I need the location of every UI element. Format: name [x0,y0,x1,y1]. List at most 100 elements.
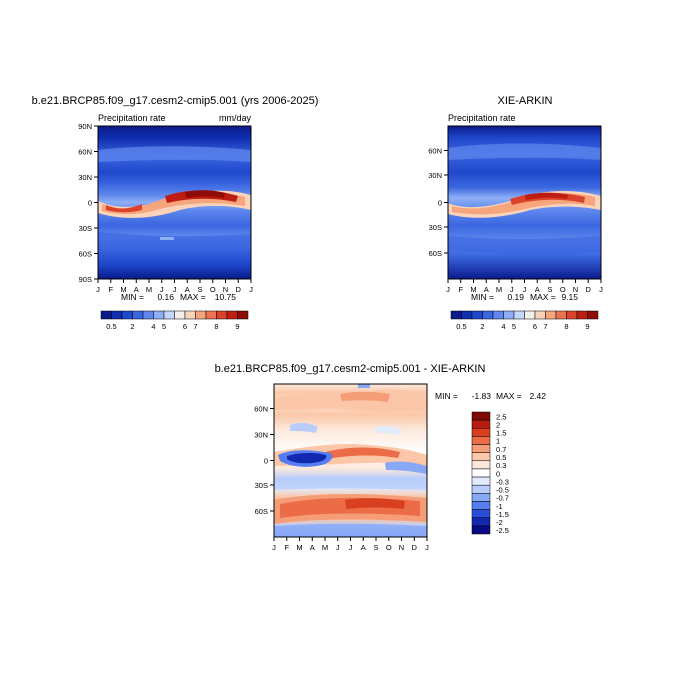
diff-colorbar-swatch [471,460,491,470]
diff-north-warm-b [340,391,390,402]
model-xtick-label: J [160,285,164,294]
obs-xtick-label: N [573,285,578,294]
diff-colorbar-swatch [471,444,491,453]
model-colorbar-label: 7 [193,322,197,331]
obs-xtick-label: F [458,285,463,294]
model-ytick-label: 30S [79,224,92,233]
diff-colorbar-swatch [471,411,491,421]
model-title: b.e21.BRCP85.f09_g17.cesm2-cmip5.001 (yr… [32,95,319,107]
obs-panel: XIE-ARKIN Precipitation rate 60N30N030S6… [428,95,603,331]
model-ytick-label: 30N [78,173,92,182]
diff-title: b.e21.BRCP85.f09_g17.cesm2-cmip5.001 - X… [215,363,486,375]
model-ytick-label: 60S [79,250,92,259]
diff-colorbar-label: 0 [496,469,500,478]
model-colorbar-swatch [163,310,175,320]
diff-colorbar-label: 0.3 [496,461,506,470]
obs-colorbar-swatch [471,310,483,320]
model-colorbar-swatch [226,310,238,320]
diff-xtick-label: M [296,543,302,552]
model-xtick-label: O [210,285,216,294]
diff-eq-warm-core [325,447,400,459]
obs-xtick-label: S [547,285,552,294]
obs-colorbar-swatch [545,310,557,320]
diff-xtick-label: M [322,543,328,552]
diff-xtick-label: F [284,543,289,552]
diff-north-cool [290,422,318,433]
diff-colorbar-label: 0.7 [496,445,506,454]
obs-ytick-label: 30S [429,223,442,232]
obs-colorbar-label: 4 [501,322,505,331]
obs-colorbar-swatch [482,310,494,320]
model-plot-field [98,126,251,279]
model-xtick-label: D [236,285,242,294]
diff-xtick-label: N [399,543,404,552]
model-ytick-label: 60N [78,148,92,157]
diff-colorbar-swatch [471,436,491,445]
model-itcz-core-a [106,204,142,213]
diff-xtick-label: J [349,543,353,552]
obs-colorbar-label: 6 [533,322,537,331]
obs-ytick-label: 60N [428,146,442,155]
obs-xtick-label: J [510,285,514,294]
model-stats: MIN = 0.16 MAX = 10.75 [121,292,236,302]
model-colorbar-swatch [142,310,154,320]
model-xtick-label: A [185,285,190,294]
diff-colorbar-swatch [471,501,491,510]
model-xtick-label: A [134,285,139,294]
diff-colorbar-swatch [471,468,491,478]
obs-colorbar-swatch [587,310,599,320]
model-colorbar-label: 5 [162,322,166,331]
model-colorbar-swatch [205,310,217,320]
obs-plot-field [448,126,601,279]
diff-colorbar-swatch [471,484,491,494]
obs-ytick-label: 60S [429,249,442,258]
diff-colorbar-label: -1 [496,502,503,511]
obs-colorbar-label: 5 [512,322,516,331]
diff-xtick-label: A [310,543,315,552]
model-panel: b.e21.BRCP85.f09_g17.cesm2-cmip5.001 (yr… [32,95,319,331]
obs-colorbar-swatch [461,310,473,320]
obs-colorbar-label: 7 [543,322,547,331]
model-xtick-label: J [96,285,100,294]
obs-colorbar-swatch [492,310,504,320]
diff-plot-field [274,384,427,537]
obs-colorbar-label: 0.5 [456,322,466,331]
diff-max-value: 2.42 [529,391,546,401]
diff-ytick-label: 0 [264,457,268,466]
obs-xtick-label: A [535,285,540,294]
diff-colorbar-label: -2.5 [496,526,509,535]
diff-colorbar-swatch [471,428,491,437]
obs-max-label: MAX = [530,292,556,302]
obs-xtick-label: D [586,285,592,294]
diff-polar-top-cool [358,384,370,388]
diff-north-cool-b [375,425,402,435]
model-xtick-label: N [223,285,228,294]
model-ytick-label: 90S [79,275,92,284]
obs-colorbar-swatch [524,310,536,320]
diff-colorbar-label: -0.5 [496,486,509,495]
diff-xtick-label: J [272,543,276,552]
diff-xtick-label: J [336,543,340,552]
diff-colorbar-label: 1 [496,437,500,446]
model-units: mm/day [219,113,252,123]
model-min-value: 0.16 [157,292,174,302]
model-colorbar-label: 6 [183,322,187,331]
model-colorbar-label: 2 [130,322,134,331]
model-midlat-band-n [98,146,251,162]
model-max-label: MAX = [180,292,206,302]
model-south-band [98,232,251,251]
diff-ytick-label: 30N [254,430,268,439]
obs-colorbar-label: 8 [564,322,568,331]
diff-stats: MIN = -1.83 MAX = 2.42 [435,391,546,401]
model-xtick-label: J [249,285,253,294]
diff-xtick-label: A [361,543,366,552]
model-xtick-label: J [173,285,177,294]
diff-ytick-label: 60S [255,507,268,516]
obs-ytick-label: 30N [428,171,442,180]
obs-xtick-label: J [446,285,450,294]
model-ytick-label: 90N [78,122,92,131]
model-colorbar-swatch [111,310,123,320]
diff-polar-cool [274,523,427,537]
